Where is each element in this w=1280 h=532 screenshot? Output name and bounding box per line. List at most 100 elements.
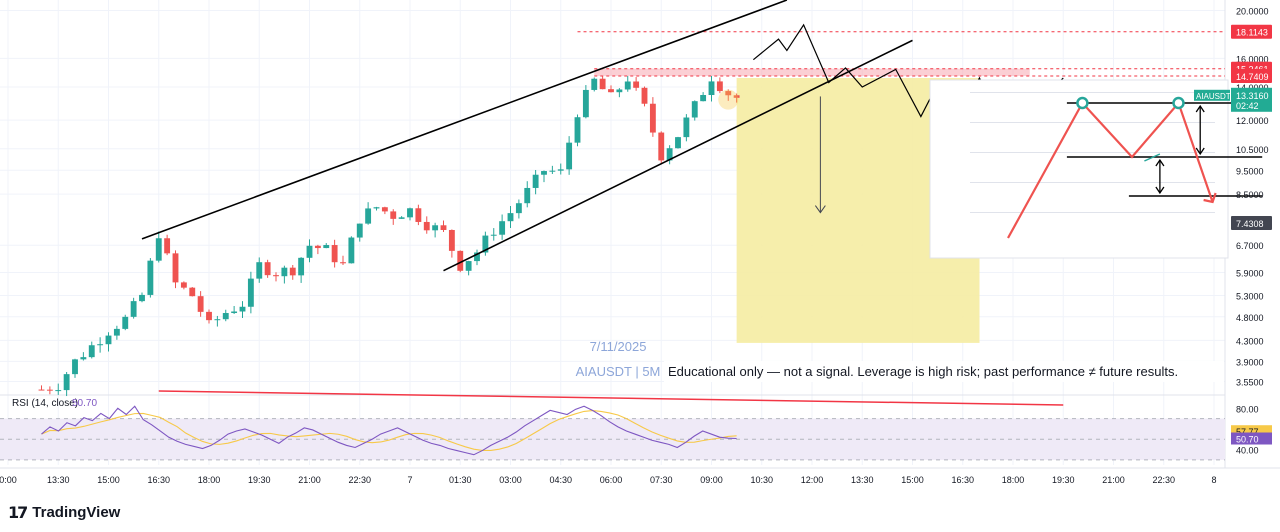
candle-body bbox=[691, 101, 698, 118]
candle-body bbox=[365, 208, 372, 224]
candle-body bbox=[314, 245, 321, 249]
time-tick-label: 13:30 bbox=[851, 475, 874, 485]
candle-body bbox=[541, 171, 547, 175]
time-tick-label: 21:00 bbox=[298, 475, 321, 485]
time-tick-label: 01:30 bbox=[449, 475, 472, 485]
time-tick-label: 12:00 bbox=[801, 475, 824, 485]
candle-body bbox=[197, 296, 204, 312]
candle-body bbox=[88, 345, 95, 358]
candle-body bbox=[139, 294, 145, 302]
candle-body bbox=[348, 237, 355, 264]
price-tick-label: 12.0000 bbox=[1236, 116, 1269, 126]
inset-measure-head-down bbox=[1195, 147, 1205, 156]
candle-body bbox=[549, 170, 556, 172]
price-series bbox=[38, 76, 740, 397]
candle-body bbox=[599, 78, 606, 90]
candle-body bbox=[256, 262, 263, 279]
footer-brand[interactable]: 17 TradingView bbox=[8, 502, 120, 522]
time-tick-label: 13:30 bbox=[47, 475, 70, 485]
candle-body bbox=[63, 374, 70, 391]
candle-body bbox=[155, 238, 162, 261]
candle-body bbox=[641, 87, 648, 104]
time-tick-label: 19:30 bbox=[248, 475, 271, 485]
candle-body bbox=[440, 225, 447, 230]
resistance-zone bbox=[594, 68, 1030, 76]
candle-body bbox=[72, 359, 78, 375]
candle-body bbox=[172, 253, 179, 283]
time-tick-label: 10:30 bbox=[750, 475, 773, 485]
last-price-label: 13.3160 bbox=[1236, 91, 1269, 101]
rsi-tick-label: 40.00 bbox=[1236, 446, 1259, 456]
candle-body bbox=[222, 313, 229, 320]
down-arrow-head bbox=[814, 205, 826, 214]
rsi-label: RSI (14, close) bbox=[12, 398, 78, 409]
candle-body bbox=[591, 78, 598, 90]
price-tag-label: 18.1143 bbox=[1236, 28, 1268, 38]
price-tick-label: 5.3000 bbox=[1236, 292, 1264, 302]
inset-measure-head-down bbox=[1155, 186, 1165, 195]
time-tick-label: 15:00 bbox=[901, 475, 924, 485]
time-tick-label: 18:00 bbox=[1002, 475, 1025, 485]
candle-body bbox=[700, 95, 707, 102]
candle-body bbox=[289, 267, 296, 276]
candle-body bbox=[231, 311, 238, 314]
rsi-ma-tag: 57.77 bbox=[1236, 427, 1259, 437]
time-tick-label: 07:30 bbox=[650, 475, 673, 485]
candle-body bbox=[130, 301, 137, 317]
rsi-value-tag: 50.70 bbox=[1236, 435, 1259, 445]
time-tick-label: 15:00 bbox=[97, 475, 120, 485]
rsi-ma-line bbox=[41, 409, 737, 451]
candle-body bbox=[113, 328, 120, 336]
candle-body bbox=[398, 217, 405, 219]
inset-break-marker bbox=[1144, 153, 1161, 162]
time-tick-label: 21:00 bbox=[1102, 475, 1125, 485]
price-axis[interactable]: 20.000016.000014.000012.000010.50009.500… bbox=[1194, 6, 1272, 456]
price-tick-label: 3.9000 bbox=[1236, 357, 1264, 367]
candle-body bbox=[499, 221, 506, 235]
candle-body bbox=[38, 389, 45, 391]
price-tag-label: 7.4308 bbox=[1236, 219, 1264, 229]
time-tick-label: 19:30 bbox=[1052, 475, 1075, 485]
price-tick-label: 8.5000 bbox=[1236, 190, 1264, 200]
disclaimer-text: Educational only — not a signal. Leverag… bbox=[668, 364, 1178, 379]
candle-body bbox=[97, 344, 104, 346]
inset-arrow-head bbox=[1203, 192, 1217, 204]
price-tag-box bbox=[1231, 215, 1272, 230]
time-tick-label: 22:30 bbox=[348, 475, 371, 485]
last-price-countdown: 02:42 bbox=[1236, 101, 1259, 111]
candle-body bbox=[390, 211, 397, 219]
candle-body bbox=[482, 235, 489, 253]
rsi-band bbox=[0, 418, 1225, 460]
inset-measure-head-up bbox=[1155, 158, 1165, 167]
candle-body bbox=[725, 91, 732, 96]
price-tick-label: 4.8000 bbox=[1236, 313, 1264, 323]
candle-body bbox=[80, 357, 87, 360]
candle-body bbox=[180, 282, 187, 288]
candle-body bbox=[658, 132, 665, 161]
current-price-marker bbox=[718, 89, 739, 110]
time-axis[interactable]: 0:00 13:30 15:00 16:30 18:00 19:30 21:00 22:30 7… bbox=[0, 475, 1217, 485]
price-tag-box bbox=[1231, 68, 1272, 83]
price-tick-label: 10.5000 bbox=[1236, 145, 1269, 155]
time-tick-label: 16:30 bbox=[147, 475, 170, 485]
price-tag-label: 14.7409 bbox=[1236, 72, 1269, 82]
candle-body bbox=[616, 89, 623, 93]
time-tick-label: 22:30 bbox=[1152, 475, 1175, 485]
rsi-pane: RSI (14, close)50.70 bbox=[0, 398, 1225, 461]
candle-body bbox=[582, 89, 589, 118]
candle-body bbox=[574, 117, 581, 143]
wedge-upper-trendline bbox=[141, 0, 788, 240]
wedge-lower-trendline bbox=[443, 39, 913, 272]
tradingview-logo-icon: 17 bbox=[8, 502, 28, 522]
disclaimer-box: Educational only — not a signal. Leverag… bbox=[664, 361, 1224, 382]
candle-body bbox=[432, 225, 439, 231]
candle-body bbox=[105, 335, 112, 345]
candle-body bbox=[247, 278, 254, 307]
price-tick-label: 3.5500 bbox=[1236, 378, 1264, 388]
rsi-value: 50.70 bbox=[72, 398, 97, 409]
time-tick-label: 0:00 bbox=[0, 475, 17, 485]
inset-measure-head-up bbox=[1195, 104, 1205, 113]
candle-body bbox=[323, 245, 330, 249]
candle-body bbox=[515, 203, 522, 214]
